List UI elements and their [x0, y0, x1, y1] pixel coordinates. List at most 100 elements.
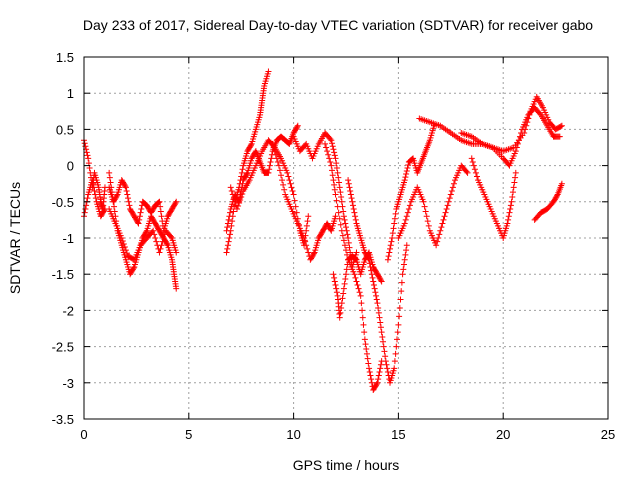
data-point [509, 193, 516, 200]
y-tick-label: -0.5 [52, 195, 74, 210]
data-point [157, 245, 164, 252]
data-point [353, 278, 360, 285]
data-point [135, 220, 142, 227]
data-point [472, 169, 479, 176]
x-tick-label: 15 [391, 427, 405, 442]
data-point [389, 235, 396, 241]
data-point [224, 245, 231, 252]
data-point [401, 220, 408, 227]
data-point [332, 191, 339, 198]
data-point [359, 314, 366, 321]
data-point [425, 222, 432, 229]
data-point [372, 289, 379, 296]
data-point [336, 215, 343, 222]
data-point [333, 285, 340, 292]
series-p [416, 104, 563, 169]
data-point [443, 206, 450, 213]
data-point [331, 186, 338, 193]
data-point [441, 213, 448, 220]
data-point [374, 379, 381, 386]
data-point [84, 195, 91, 202]
data-point [370, 282, 377, 289]
data-point [347, 191, 354, 198]
data-point [403, 213, 410, 220]
data-point [107, 179, 114, 186]
data-point [463, 168, 470, 175]
data-point [342, 220, 349, 227]
data-point [303, 242, 310, 249]
data-point [333, 160, 340, 167]
data-point [377, 319, 384, 326]
data-point [239, 190, 246, 197]
data-point [376, 368, 383, 375]
data-point [367, 263, 374, 270]
data-point [376, 314, 383, 321]
data-point [331, 152, 338, 159]
data-point [558, 122, 565, 129]
data-point [403, 171, 410, 178]
data-point [504, 220, 511, 227]
data-point [90, 184, 97, 191]
data-point [122, 184, 129, 191]
data-point [440, 216, 447, 223]
data-point [384, 365, 391, 372]
data-point [292, 203, 299, 210]
data-point [347, 249, 354, 256]
data-point [265, 169, 272, 176]
data-point [92, 195, 99, 202]
data-point [536, 110, 543, 117]
data-point [556, 133, 563, 140]
data-point [329, 167, 336, 174]
data-point [125, 195, 132, 202]
data-point [331, 149, 338, 156]
data-point [353, 249, 360, 256]
data-point [402, 251, 409, 258]
data-point [272, 151, 279, 158]
data-point [136, 216, 143, 223]
data-point [304, 245, 311, 252]
data-point [160, 235, 167, 241]
data-point [384, 256, 391, 263]
data-point [435, 235, 442, 241]
data-point [406, 202, 413, 209]
data-point [371, 285, 378, 292]
data-point [92, 191, 99, 198]
data-point [403, 242, 410, 249]
x-axis-label: GPS time / hours [293, 457, 400, 473]
data-point [323, 144, 330, 151]
data-point [335, 209, 342, 216]
data-point [268, 155, 275, 162]
data-point [81, 140, 88, 147]
data-point [338, 300, 345, 307]
data-point [350, 206, 357, 213]
data-point [239, 166, 246, 173]
x-tick-label: 5 [185, 427, 192, 442]
data-point [398, 288, 405, 295]
data-point [343, 224, 349, 231]
data-point [278, 172, 285, 179]
data-point [126, 202, 133, 209]
data-point [238, 193, 245, 200]
data-point [355, 285, 362, 292]
data-point [373, 381, 380, 388]
data-point [301, 235, 308, 241]
data-point [270, 144, 277, 151]
data-point [387, 245, 394, 252]
data-point [343, 247, 349, 254]
data-point [226, 235, 233, 241]
series-a [81, 137, 108, 213]
data-point [470, 162, 477, 169]
data-point [332, 155, 339, 162]
series-r [468, 155, 519, 241]
data-point [330, 146, 337, 153]
data-point [164, 241, 171, 248]
data-point [507, 202, 514, 209]
data-point [339, 232, 346, 239]
data-point [396, 304, 403, 311]
data-point [400, 266, 407, 273]
data-point [225, 238, 232, 245]
data-point [509, 189, 516, 196]
series-e [106, 206, 180, 263]
data-point [81, 209, 88, 216]
data-point [329, 140, 336, 147]
